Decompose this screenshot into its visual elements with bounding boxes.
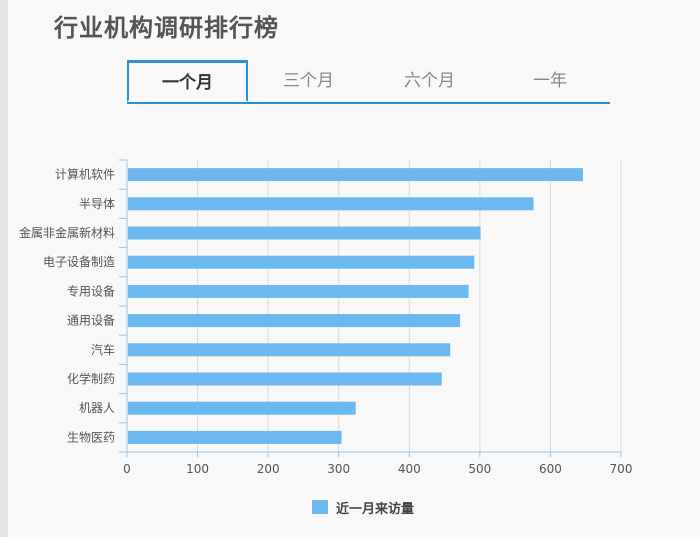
tab-one-month[interactable]: 一个月 (127, 60, 248, 102)
category-label: 专用设备 (67, 283, 115, 298)
category-label: 电子设备制造 (43, 255, 115, 269)
x-tick-label: 700 (610, 462, 633, 476)
category-label: 通用设备 (67, 314, 115, 328)
category-label: 半导体 (79, 197, 115, 211)
tab-six-months[interactable]: 六个月 (404, 71, 455, 91)
category-label: 化学制药 (67, 371, 115, 386)
x-tick-label: 300 (327, 462, 350, 476)
tab-three-months[interactable]: 三个月 (283, 71, 334, 91)
bar (128, 430, 342, 444)
bar (128, 255, 475, 269)
window-edge (0, 0, 8, 537)
bar (128, 372, 442, 386)
bar (128, 314, 461, 328)
bar (128, 226, 481, 240)
period-tabs: 一个月 三个月 六个月 一年 (127, 60, 610, 104)
bar (128, 197, 534, 211)
tabs-baseline (127, 102, 610, 104)
x-tick-label: 500 (468, 462, 491, 476)
page-title: 行业机构调研排行榜 (54, 14, 279, 42)
legend-swatch (312, 500, 328, 514)
category-label: 机器人 (79, 401, 115, 415)
x-tick-label: 200 (257, 462, 280, 476)
x-tick-label: 400 (398, 462, 421, 476)
x-tick-label: 0 (123, 462, 131, 476)
bar (128, 401, 356, 415)
bar (128, 343, 451, 357)
x-tick-label: 100 (186, 462, 209, 476)
category-label: 计算机软件 (55, 167, 115, 182)
bar (128, 168, 583, 182)
legend-label: 近一月来访量 (336, 501, 415, 517)
bar-chart: 0 100 200 300 400 500 600 700 计算机软件半导体金属非金属新材料电子… (19, 159, 633, 476)
chart-legend[interactable]: 近一月来访量 (312, 497, 414, 517)
category-label: 金属非金属新材料 (19, 225, 115, 240)
bar (128, 284, 469, 298)
x-tick-label: 600 (539, 462, 562, 476)
tab-one-year[interactable]: 一年 (533, 71, 567, 91)
category-label: 汽车 (91, 342, 115, 357)
category-label: 生物医药 (67, 430, 115, 444)
